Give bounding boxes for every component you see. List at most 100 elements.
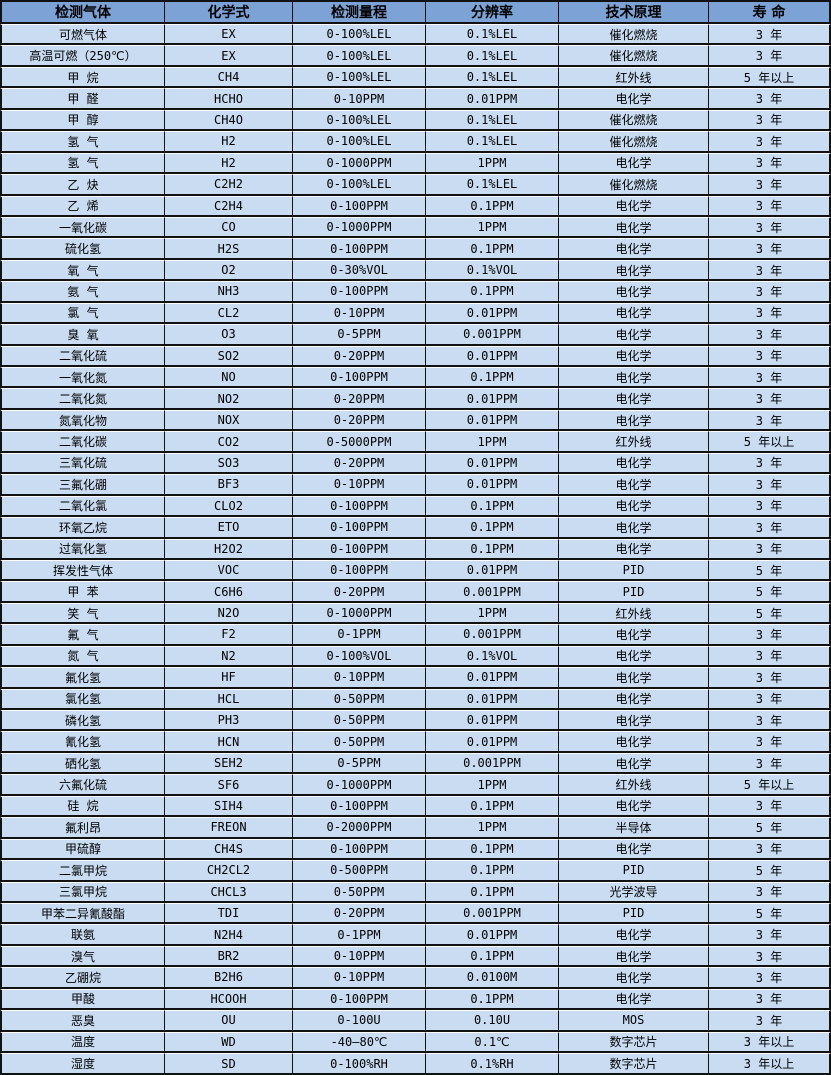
cell-gas: 氟化氢: [0, 667, 165, 689]
column-header-range: 检测量程: [293, 0, 426, 24]
cell-lifespan: 5 年: [709, 602, 831, 625]
cell-gas: 硒化氢: [0, 752, 165, 775]
cell-lifespan: 3 年: [709, 24, 831, 46]
cell-resolution: 0.01PPM: [426, 559, 559, 582]
cell-lifespan: 3 年: [709, 838, 831, 861]
cell-gas: 臭 氧: [0, 324, 165, 346]
cell-resolution: 0.1PPM: [426, 945, 559, 968]
cell-lifespan: 3 年: [709, 731, 831, 753]
cell-lifespan: 3 年以上: [709, 1031, 831, 1053]
cell-principle: 电化学: [559, 838, 709, 861]
cell-gas: 湿度: [0, 1053, 165, 1075]
table-row: 氟化氢 HF 0-10PPM 0.01PPM 电化学 3 年: [0, 667, 831, 689]
cell-lifespan: 3 年: [709, 109, 831, 132]
cell-range: 0-100PPM: [293, 517, 426, 539]
cell-gas: 乙 炔: [0, 174, 165, 196]
cell-formula: BF3: [165, 474, 293, 496]
cell-gas: 二氧化氮: [0, 388, 165, 410]
cell-principle: PID: [559, 559, 709, 582]
cell-lifespan: 5 年: [709, 817, 831, 839]
cell-gas: 甲硫醇: [0, 838, 165, 861]
column-header-lifespan: 寿 命: [709, 0, 831, 24]
cell-formula: HCHO: [165, 88, 293, 110]
cell-range: 0-1000PPM: [293, 152, 426, 175]
table-row: 氧 气 O2 0-30%VOL 0.1%VOL 电化学 3 年: [0, 259, 831, 282]
cell-resolution: 0.1PPM: [426, 495, 559, 518]
cell-lifespan: 3 年: [709, 302, 831, 325]
cell-range: 0-2000PPM: [293, 817, 426, 839]
cell-resolution: 0.1%LEL: [426, 24, 559, 46]
cell-principle: 电化学: [559, 538, 709, 560]
cell-resolution: 0.1%LEL: [426, 109, 559, 132]
cell-principle: 电化学: [559, 238, 709, 260]
cell-range: 0-100PPM: [293, 195, 426, 217]
cell-lifespan: 3 年: [709, 238, 831, 260]
cell-resolution: 0.01PPM: [426, 88, 559, 110]
cell-formula: CHCL3: [165, 881, 293, 903]
cell-principle: 红外线: [559, 774, 709, 796]
cell-lifespan: 3 年: [709, 131, 831, 153]
cell-formula: OU: [165, 1010, 293, 1032]
cell-range: 0-1PPM: [293, 624, 426, 646]
table-body: 可燃气体 EX 0-100%LEL 0.1%LEL 催化燃烧 3 年高温可燃（250℃） E…: [0, 24, 831, 1075]
cell-principle: 催化燃烧: [559, 45, 709, 67]
cell-lifespan: 3 年: [709, 259, 831, 282]
cell-resolution: 0.001PPM: [426, 624, 559, 646]
cell-formula: CH4S: [165, 838, 293, 861]
cell-gas: 高温可燃（250℃）: [0, 45, 165, 67]
table-row: 溴气 BR2 0-10PPM 0.1PPM 电化学 3 年: [0, 945, 831, 968]
cell-formula: SD: [165, 1053, 293, 1075]
cell-resolution: 0.10U: [426, 1010, 559, 1032]
column-header-gas: 检测气体: [0, 0, 165, 24]
cell-resolution: 0.1PPM: [426, 860, 559, 882]
cell-principle: 电化学: [559, 795, 709, 818]
cell-principle: 数字芯片: [559, 1053, 709, 1075]
cell-principle: 电化学: [559, 752, 709, 775]
cell-principle: 电化学: [559, 688, 709, 710]
cell-lifespan: 5 年: [709, 902, 831, 925]
cell-lifespan: 5 年: [709, 860, 831, 882]
cell-principle: 催化燃烧: [559, 131, 709, 153]
cell-resolution: 0.1%LEL: [426, 174, 559, 196]
table-row: 硒化氢 SEH2 0-5PPM 0.001PPM 电化学 3 年: [0, 752, 831, 775]
cell-gas: 二氧化碳: [0, 431, 165, 453]
cell-gas: 二氧化氯: [0, 495, 165, 518]
cell-gas: 磷化氢: [0, 710, 165, 732]
cell-gas: 氟利昂: [0, 817, 165, 839]
cell-range: 0-500PPM: [293, 860, 426, 882]
cell-principle: 催化燃烧: [559, 174, 709, 196]
cell-lifespan: 5 年以上: [709, 431, 831, 453]
cell-range: 0-1000PPM: [293, 774, 426, 796]
cell-principle: 电化学: [559, 367, 709, 389]
cell-resolution: 0.1PPM: [426, 881, 559, 903]
cell-gas: 联氨: [0, 924, 165, 946]
cell-principle: PID: [559, 902, 709, 925]
cell-principle: 光学波导: [559, 881, 709, 903]
table-row: 氟利昂 FREON 0-2000PPM 1PPM 半导体 5 年: [0, 817, 831, 839]
cell-range: 0-20PPM: [293, 581, 426, 603]
table-row: 三氧化硫 SO3 0-20PPM 0.01PPM 电化学 3 年: [0, 452, 831, 475]
cell-lifespan: 3 年: [709, 517, 831, 539]
cell-gas: 氟 气: [0, 624, 165, 646]
table-row: 氢 气 H2 0-1000PPM 1PPM 电化学 3 年: [0, 152, 831, 175]
table-row: 氯化氢 HCL 0-50PPM 0.01PPM 电化学 3 年: [0, 688, 831, 710]
cell-formula: B2H6: [165, 967, 293, 989]
table-row: 二氧化氯 CLO2 0-100PPM 0.1PPM 电化学 3 年: [0, 495, 831, 518]
cell-gas: 一氧化碳: [0, 216, 165, 239]
column-header-principle: 技术原理: [559, 0, 709, 24]
cell-principle: 电化学: [559, 216, 709, 239]
cell-gas: 恶臭: [0, 1010, 165, 1032]
cell-formula: SEH2: [165, 752, 293, 775]
cell-resolution: 0.01PPM: [426, 302, 559, 325]
cell-resolution: 1PPM: [426, 602, 559, 625]
cell-gas: 氮氧化物: [0, 409, 165, 432]
cell-resolution: 0.01PPM: [426, 452, 559, 475]
table-row: 甲 醛 HCHO 0-10PPM 0.01PPM 电化学 3 年: [0, 88, 831, 110]
cell-range: 0-10PPM: [293, 667, 426, 689]
cell-resolution: 0.0100M: [426, 967, 559, 989]
cell-resolution: 1PPM: [426, 216, 559, 239]
table-row: 硫化氢 H2S 0-100PPM 0.1PPM 电化学 3 年: [0, 238, 831, 260]
cell-gas: 甲 苯: [0, 581, 165, 603]
cell-gas: 六氟化硫: [0, 774, 165, 796]
cell-lifespan: 3 年: [709, 881, 831, 903]
